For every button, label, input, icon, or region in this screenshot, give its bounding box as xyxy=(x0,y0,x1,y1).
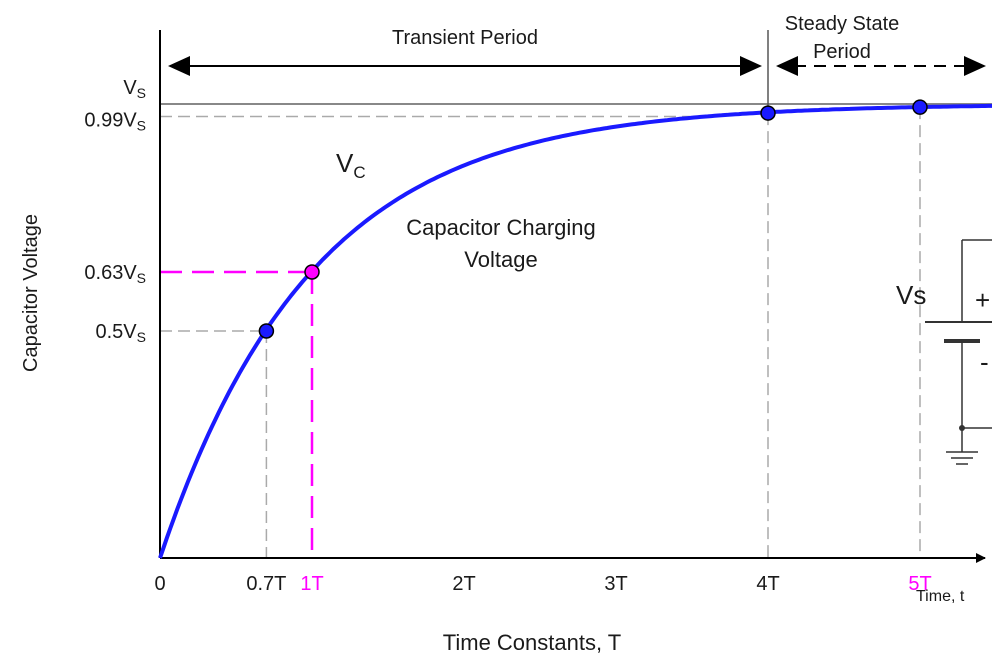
y-tick-sub-0: S xyxy=(137,85,146,101)
x-axis-title: Time Constants, T xyxy=(443,630,622,655)
circuit-fragment: Vs + - xyxy=(896,239,992,465)
y-tick-sub-1: S xyxy=(137,118,146,134)
x-tick-label-2: 1T xyxy=(300,573,323,595)
period-arrow-end-0 xyxy=(740,56,762,76)
y-tick-main-1: 0.99V xyxy=(84,110,137,132)
x-axis-end-label: Time, t xyxy=(916,588,965,605)
curve-label-sub: C xyxy=(353,163,365,182)
y-tick-sub-2: S xyxy=(137,270,146,286)
curve-point-2 xyxy=(760,105,776,121)
x-tick-label-1: 0.7T xyxy=(246,573,286,595)
period-label-1-line-1: Period xyxy=(813,41,871,63)
y-tick-label-3: 0.5VS xyxy=(96,321,147,345)
guide-lines xyxy=(160,30,992,558)
y-tick-label-1: 0.99VS xyxy=(84,110,146,134)
period-arrows: Transient Period Steady State Period xyxy=(168,13,986,76)
y-tick-main-3: 0.5V xyxy=(96,321,138,343)
y-tick-main-2: 0.63V xyxy=(84,262,137,284)
curve-caption-line-2: Voltage xyxy=(464,247,537,272)
y-tick-sub-3: S xyxy=(137,329,146,345)
plus-symbol: + xyxy=(975,285,990,315)
period-label-0: Transient Period xyxy=(392,27,538,49)
y-tick-main-0: V xyxy=(123,77,137,99)
curve-points xyxy=(258,99,928,339)
circuit-junction xyxy=(959,425,965,431)
x-tick-label-6: 5T xyxy=(908,573,931,595)
curve-caption-line-1: Capacitor Charging xyxy=(406,215,596,240)
period-arrow-end-1 xyxy=(964,56,986,76)
x-tick-label-5: 4T xyxy=(756,573,779,595)
x-tick-label-4: 3T xyxy=(604,573,627,595)
curve-label-main: V xyxy=(336,148,354,178)
source-label: Vs xyxy=(896,280,926,310)
charging-curve xyxy=(158,103,992,559)
period-arrow-start-0 xyxy=(168,56,190,76)
x-tick-labels: 0 0.7T 1T 2T 3T 4T 5T xyxy=(154,573,931,595)
period-arrow-start-1 xyxy=(776,56,798,76)
curve-label: VC xyxy=(336,148,366,182)
x-tick-label-3: 2T xyxy=(452,573,475,595)
minus-symbol: - xyxy=(980,347,989,377)
y-tick-label-0: VS xyxy=(123,77,146,101)
x-tick-label-0: 0 xyxy=(154,573,165,595)
y-axis-title: Capacitor Voltage xyxy=(20,214,42,372)
curve-point-1 xyxy=(304,264,320,280)
curve-point-3 xyxy=(912,99,928,115)
period-label-1-line-0: Steady State xyxy=(785,13,900,35)
curve-point-0 xyxy=(258,323,275,339)
y-tick-label-2: 0.63VS xyxy=(84,262,146,286)
